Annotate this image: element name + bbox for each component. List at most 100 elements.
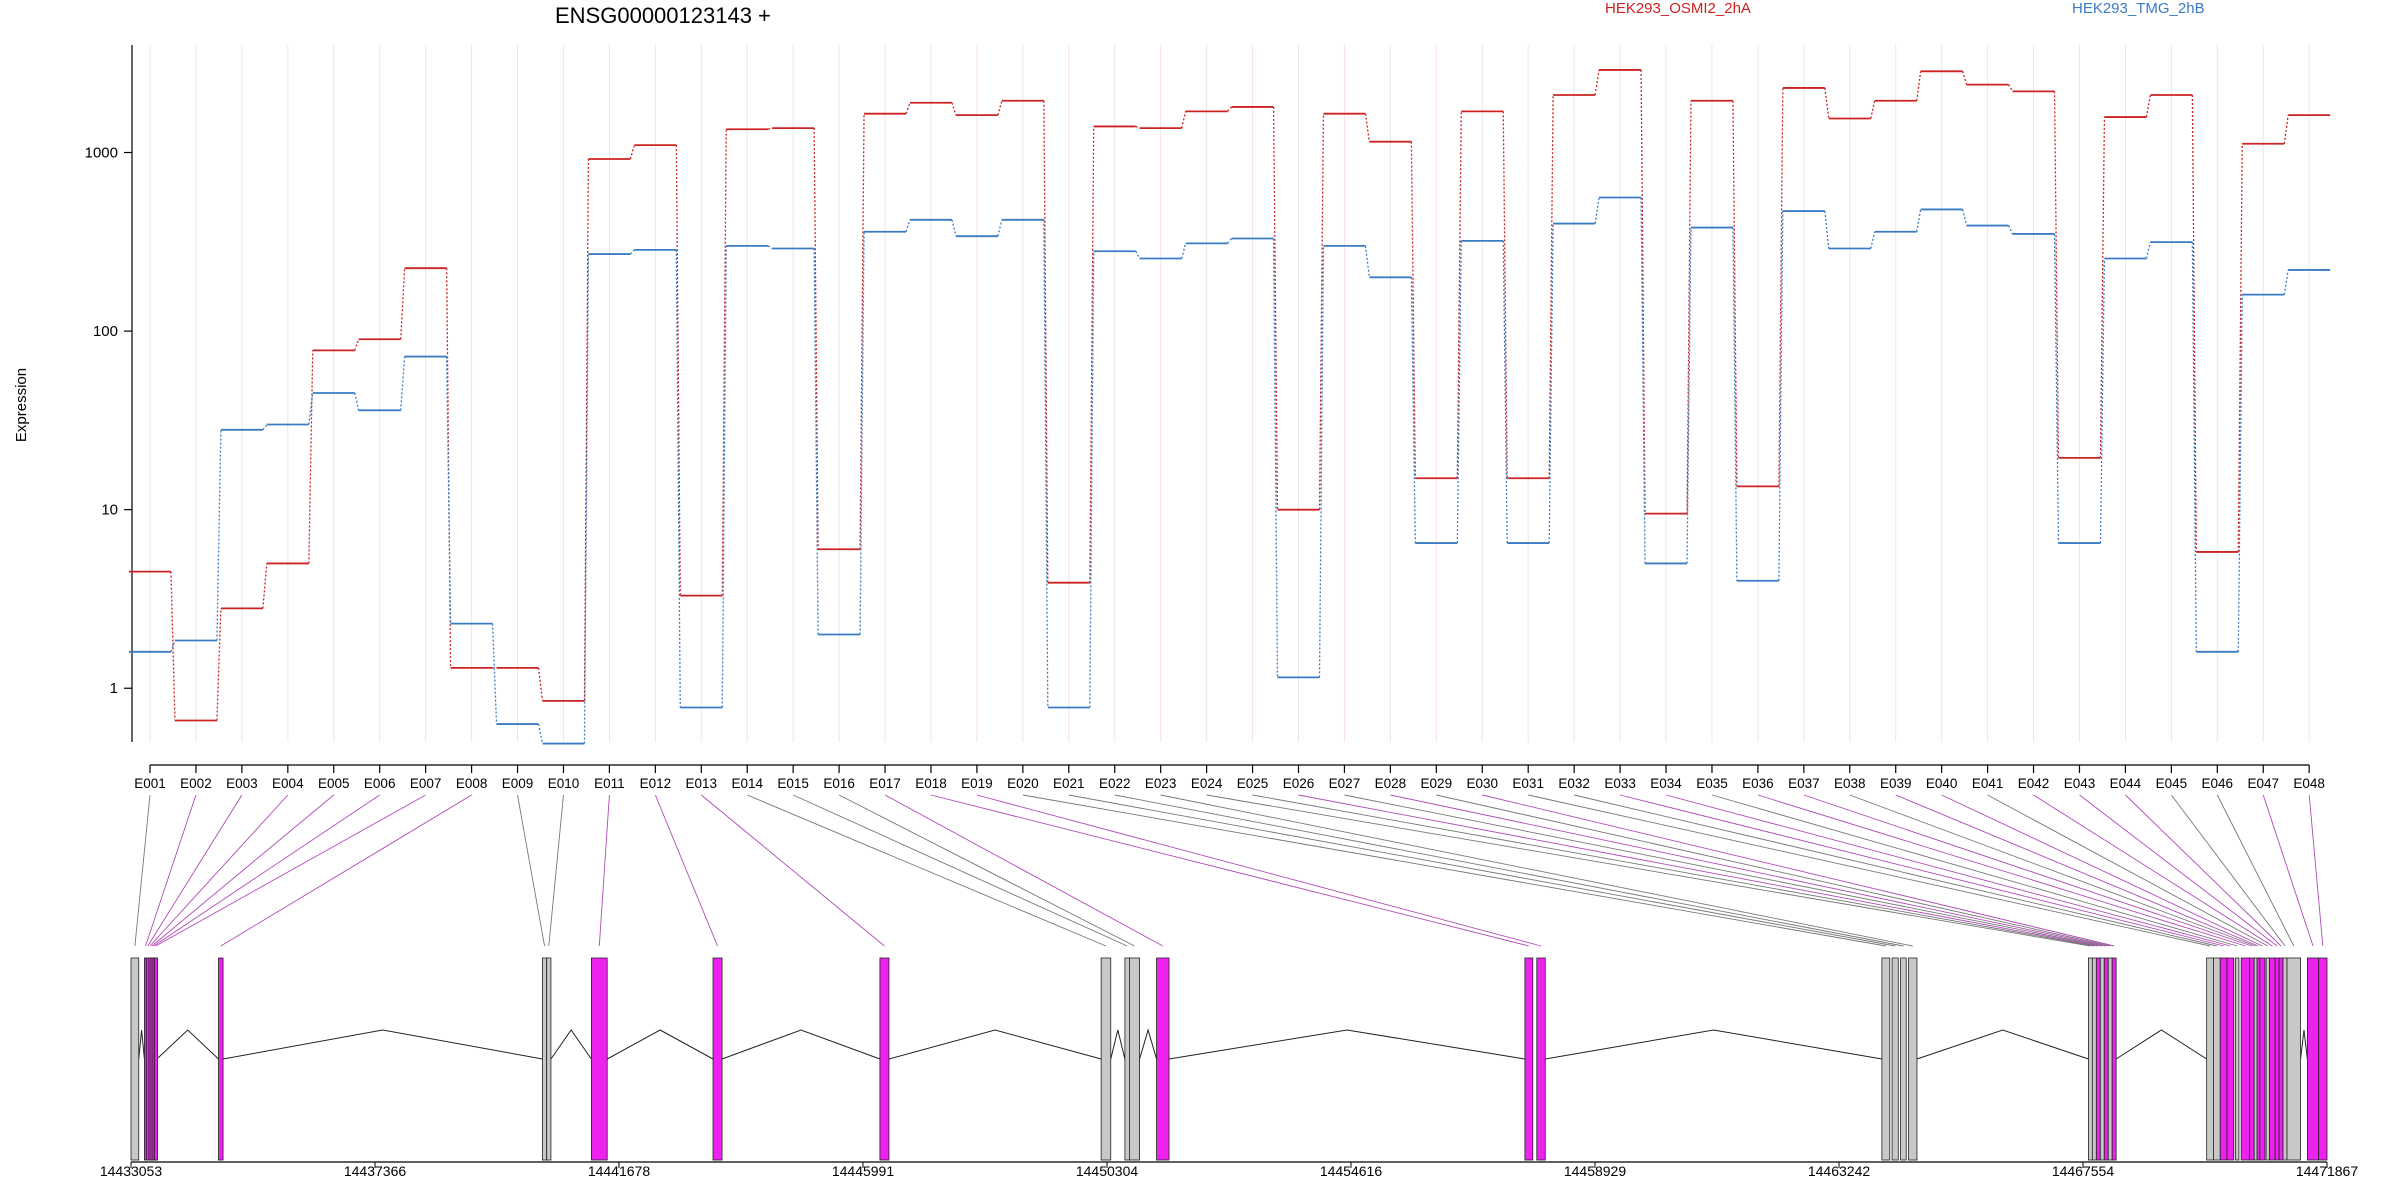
series-1-connector-5 bbox=[354, 339, 360, 351]
series-2-connector-35 bbox=[1732, 227, 1738, 581]
series-1-connector-47 bbox=[2283, 115, 2289, 144]
connector-e040 bbox=[1941, 794, 2263, 947]
series-2-connector-19 bbox=[997, 219, 1003, 237]
genomic-axis: 14433053 14437366 14441678 14445991 14450304… bbox=[100, 1161, 2358, 1179]
x-tick-label-e021: E021 bbox=[1053, 776, 1085, 791]
series-1-connector-25 bbox=[1272, 106, 1279, 510]
connector-e022 bbox=[1114, 794, 1904, 947]
x-tick-label-e039: E039 bbox=[1880, 776, 1912, 791]
series-2-connector-36 bbox=[1778, 211, 1784, 581]
series-1-connector-23 bbox=[1181, 111, 1187, 129]
series-2-connector-15 bbox=[813, 248, 819, 635]
exon-e034 bbox=[2226, 957, 2235, 1161]
series-1-connector-42 bbox=[2053, 91, 2060, 458]
connector-e005 bbox=[151, 794, 335, 947]
series-2-connector-44 bbox=[2145, 241, 2151, 259]
exon-e001 bbox=[130, 957, 140, 1161]
x-tick-label-e031: E031 bbox=[1512, 776, 1544, 791]
intron-13 bbox=[888, 1029, 1102, 1060]
connector-e048 bbox=[2308, 794, 2324, 947]
series-2-connector-4 bbox=[308, 392, 314, 425]
x-tick-label-e016: E016 bbox=[823, 776, 855, 791]
exon-e016 bbox=[1129, 957, 1141, 1161]
connector-e024 bbox=[1206, 794, 2091, 947]
series-1-connector-28 bbox=[1410, 141, 1416, 479]
series-1-connector-14 bbox=[768, 127, 773, 130]
x-tick-label-e029: E029 bbox=[1421, 776, 1453, 791]
x-tick-label-e019: E019 bbox=[961, 776, 993, 791]
connector-e034 bbox=[1665, 794, 2231, 947]
x-tick-label-e030: E030 bbox=[1466, 776, 1498, 791]
series-2-connector-14 bbox=[767, 245, 773, 250]
gene-model-track bbox=[130, 957, 2328, 1161]
connector-e042 bbox=[2033, 794, 2273, 947]
connector-e037 bbox=[1803, 794, 2253, 947]
connector-e021 bbox=[1068, 794, 1896, 947]
series-2-connector-1 bbox=[170, 640, 176, 653]
series-1-connector-19 bbox=[997, 100, 1003, 116]
connector-e029 bbox=[1436, 794, 2111, 947]
series-1-connector-21 bbox=[1089, 126, 1095, 583]
exon-e030 bbox=[2111, 957, 2117, 1161]
exon-e008 bbox=[218, 957, 224, 1161]
x-tick-label-e015: E015 bbox=[777, 776, 809, 791]
genomic-tick-label-14433053: 14433053 bbox=[100, 1163, 163, 1179]
series-2-connector-8 bbox=[491, 623, 498, 725]
genomic-tick-label-14454616: 14454616 bbox=[1320, 1163, 1383, 1179]
series-1-connector-33 bbox=[1640, 69, 1646, 514]
series-1-connector-3 bbox=[262, 563, 268, 609]
connector-e018 bbox=[930, 794, 1529, 947]
exon-e028 bbox=[2103, 957, 2109, 1161]
genomic-tick-label-14441678: 14441678 bbox=[588, 1163, 651, 1179]
series-2-connector-22 bbox=[1135, 250, 1141, 259]
x-tick-label-e022: E022 bbox=[1099, 776, 1131, 791]
connector-e033 bbox=[1619, 794, 2224, 947]
x-tick-label-e010: E010 bbox=[548, 776, 580, 791]
connector-e043 bbox=[2079, 794, 2278, 947]
x-tick-label-e028: E028 bbox=[1375, 776, 1407, 791]
x-tick-label-e037: E037 bbox=[1788, 776, 1820, 791]
x-tick-label-e033: E033 bbox=[1604, 776, 1636, 791]
x-tick-label-e009: E009 bbox=[502, 776, 534, 791]
x-tick-label-e048: E048 bbox=[2293, 776, 2325, 791]
x-tick-label-e014: E014 bbox=[731, 776, 763, 791]
exon-e047 bbox=[2306, 957, 2320, 1161]
series-1-connector-37 bbox=[1824, 87, 1830, 119]
series-2-connector-37 bbox=[1824, 211, 1830, 249]
series-2-connector-13 bbox=[721, 245, 727, 708]
x-tick-label-e041: E041 bbox=[1972, 776, 2004, 791]
x-tick-label-e006: E006 bbox=[364, 776, 396, 791]
series-1-connector-36 bbox=[1778, 87, 1784, 487]
series-2-connector-10 bbox=[583, 254, 590, 744]
genomic-tick-label-14445991: 14445991 bbox=[832, 1163, 895, 1179]
connector-e011 bbox=[598, 794, 610, 947]
connector-e020 bbox=[1022, 794, 1886, 947]
exon-e031 bbox=[2206, 957, 2214, 1161]
y-axis-label: Expression bbox=[13, 368, 30, 442]
series-2-connector-23 bbox=[1181, 243, 1187, 259]
connector-e002 bbox=[145, 794, 197, 947]
exon-e015 bbox=[1124, 957, 1130, 1161]
series-1-connector-44 bbox=[2145, 94, 2151, 118]
connector-e006 bbox=[153, 794, 380, 947]
connector-e035 bbox=[1711, 794, 2238, 947]
exon-e007 bbox=[154, 957, 158, 1161]
exon-e009 bbox=[542, 957, 548, 1161]
exon-e043 bbox=[2274, 957, 2280, 1161]
connector-e026 bbox=[1298, 794, 2099, 947]
connector-e003 bbox=[147, 794, 243, 947]
series-1-connector-45 bbox=[2191, 94, 2197, 552]
y-tick-label-1: 1 bbox=[110, 680, 118, 697]
x-tick-label-e025: E025 bbox=[1237, 776, 1269, 791]
connector-e017 bbox=[884, 794, 1164, 947]
vertical-gridlines bbox=[149, 45, 2310, 742]
connector-e046 bbox=[2216, 794, 2295, 947]
exon-e020 bbox=[1881, 957, 1891, 1161]
genomic-tick-label-14437366: 14437366 bbox=[344, 1163, 407, 1179]
series-1-connector-9 bbox=[537, 667, 544, 701]
connector-e015 bbox=[792, 794, 1128, 947]
series-2-connector-39 bbox=[1916, 209, 1922, 232]
intron-19 bbox=[1545, 1029, 1882, 1060]
series-2-connector-18 bbox=[951, 219, 957, 237]
exon-e012 bbox=[712, 957, 723, 1161]
